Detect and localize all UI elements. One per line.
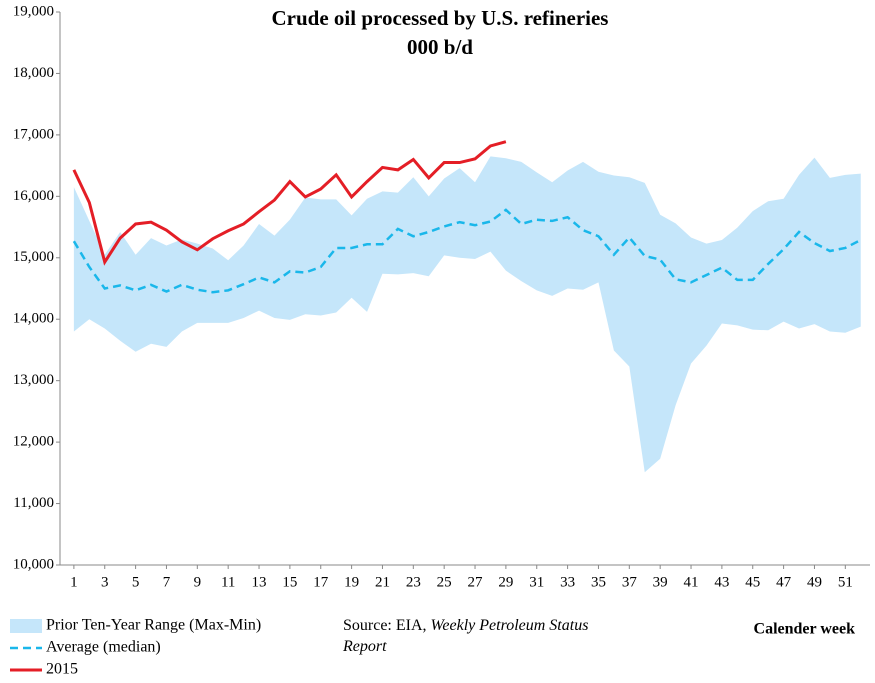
x-tick-label: 1: [70, 574, 78, 590]
source-note: Source: EIA, Weekly Petroleum Status Rep…: [343, 615, 618, 657]
x-tick-label: 33: [560, 574, 575, 590]
source-italic: Weekly Petroleum Status Report: [343, 617, 589, 655]
x-tick-label: 21: [375, 574, 390, 590]
x-tick-label: 45: [745, 574, 760, 590]
x-tick-label: 47: [776, 574, 792, 590]
x-tick-label: 3: [101, 574, 109, 590]
x-tick-label: 31: [529, 574, 544, 590]
range-area: [73, 156, 861, 473]
x-tick-label: 43: [714, 574, 729, 590]
chart-subtitle: 000 b/d: [407, 35, 473, 59]
x-tick-label: 41: [684, 574, 699, 590]
source-text: Source: EIA,: [343, 617, 431, 634]
series-line: [72, 208, 862, 294]
x-tick-label: 19: [344, 574, 359, 590]
x-tick-label: 5: [132, 574, 140, 590]
x-tick-label: 37: [622, 574, 638, 590]
legend-label: 2015: [46, 661, 78, 678]
x-axis-label: Calender week: [754, 621, 856, 638]
legend-label: Prior Ten-Year Range (Max-Min): [46, 617, 261, 634]
x-tick-label: 7: [163, 574, 171, 590]
y-tick-label: 16,000: [13, 188, 54, 204]
x-tick-label: 27: [468, 574, 484, 590]
x-tick-label: 51: [838, 574, 853, 590]
y-tick-label: 11,000: [13, 495, 54, 511]
legend-label: Average (median): [46, 639, 161, 656]
legend-swatch: [10, 619, 42, 633]
y-tick-label: 13,000: [13, 372, 54, 388]
x-tick-label: 9: [194, 574, 202, 590]
chart-title: Crude oil processed by U.S. refineries: [272, 6, 609, 30]
x-tick-label: 17: [313, 574, 329, 590]
x-tick-label: 15: [282, 574, 297, 590]
y-tick-label: 19,000: [13, 3, 54, 19]
x-tick-label: 11: [221, 574, 235, 590]
y-tick-label: 10,000: [13, 556, 54, 572]
y-tick-label: 15,000: [13, 249, 54, 265]
series-line: [72, 140, 507, 266]
x-tick-label: 49: [807, 574, 822, 590]
x-tick-label: 23: [406, 574, 421, 590]
y-tick-label: 12,000: [13, 434, 54, 450]
y-tick-label: 17,000: [13, 126, 54, 142]
x-tick-label: 25: [437, 574, 452, 590]
y-tick-label: 14,000: [13, 311, 54, 327]
x-tick-label: 35: [591, 574, 606, 590]
y-tick-label: 18,000: [13, 65, 54, 81]
x-tick-label: 13: [252, 574, 267, 590]
x-tick-label: 39: [653, 574, 668, 590]
x-tick-label: 29: [498, 574, 513, 590]
